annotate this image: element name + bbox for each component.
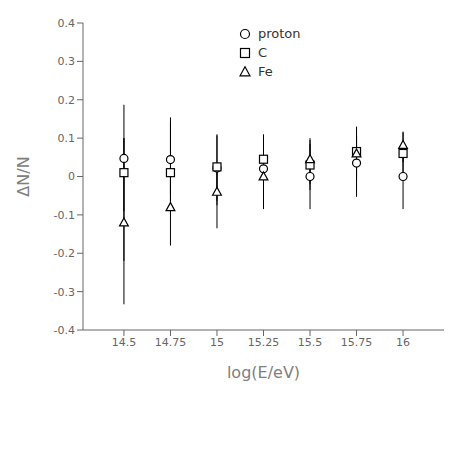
svg-text:0.3: 0.3 [58, 55, 76, 68]
svg-text:ΔN/N: ΔN/N [14, 156, 33, 196]
html-text:proton: proton [258, 26, 301, 41]
svg-text:15.25: 15.25 [248, 336, 280, 349]
svg-text:-0.1: -0.1 [54, 209, 75, 222]
svg-text:0.1: 0.1 [58, 132, 76, 145]
svg-text:log(E/eV): log(E/eV) [227, 363, 300, 382]
svg-text:14.75: 14.75 [155, 336, 187, 349]
html-text:Fe: Fe [258, 64, 273, 79]
svg-text:16: 16 [396, 336, 410, 349]
svg-text:-0.4: -0.4 [54, 324, 75, 337]
html-text:C: C [258, 45, 268, 60]
svg-text:0: 0 [68, 170, 75, 183]
svg-text:14.5: 14.5 [112, 336, 137, 349]
svg-text:15: 15 [210, 336, 224, 349]
svg-text:15.75: 15.75 [341, 336, 373, 349]
svg-text:-0.2: -0.2 [54, 247, 75, 260]
svg-text:15.5: 15.5 [298, 336, 323, 349]
svg-text:0.2: 0.2 [58, 94, 76, 107]
svg-text:0.4: 0.4 [58, 17, 76, 30]
svg-text:-0.3: -0.3 [54, 286, 75, 299]
